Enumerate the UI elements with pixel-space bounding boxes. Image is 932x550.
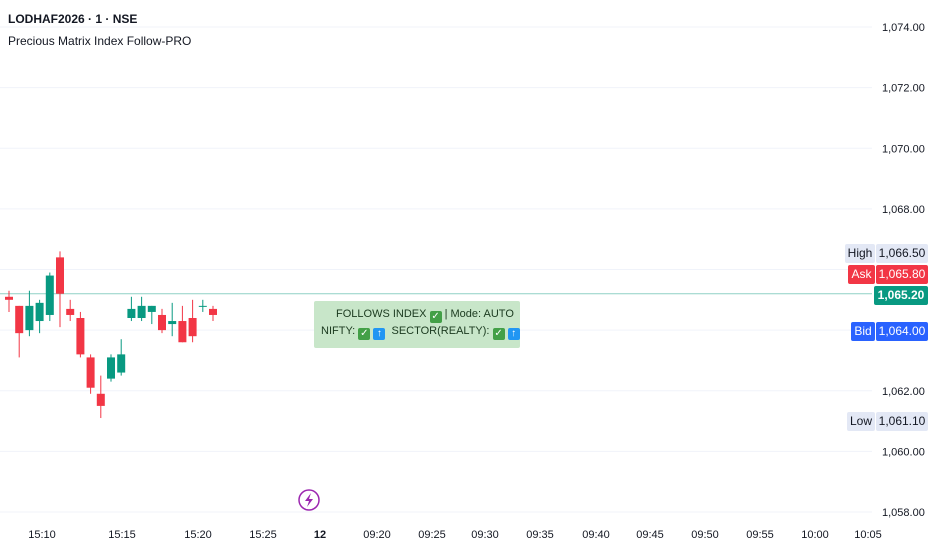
candle[interactable] [35,299,44,334]
candle-body [56,257,64,294]
check-icon: ✓ [429,311,442,323]
grid [0,26,872,513]
price-tick-label: 1,070.00 [882,143,925,155]
candle-body [178,321,187,343]
candle[interactable] [107,354,115,382]
candle[interactable] [5,290,13,312]
candle[interactable] [45,272,54,322]
candle-body [35,302,44,322]
candle-body [107,357,115,379]
low-tag-label: Low [847,412,875,431]
candle[interactable] [86,354,95,394]
time-tick-label: 09:25 [418,529,446,541]
time-tick-label: 09:20 [363,529,391,541]
ask-tag-label: Ask [848,265,875,284]
candle[interactable] [188,299,197,343]
price-tick-label: 1,068.00 [882,204,925,216]
candle[interactable] [158,308,166,334]
lightning-icon[interactable] [298,489,320,511]
candle[interactable] [96,375,105,419]
candle[interactable] [178,305,187,343]
high-tag-value: 1,066.50 [876,244,928,263]
time-tick-label: 15:15 [108,529,136,541]
check-icon: ✓ [358,328,371,340]
time-tick-label: 09:35 [526,529,554,541]
candle[interactable] [198,299,207,312]
candle-body [45,275,54,315]
candle[interactable] [66,299,75,322]
candle-body [168,321,177,325]
time-tick-label: 15:20 [184,529,212,541]
price-tick-label: 1,072.00 [882,83,925,95]
high-tag-label: High [845,244,875,263]
price-tick-label: 1,074.00 [882,22,925,34]
bid-tag-value: 1,064.00 [876,322,928,341]
time-tick-label: 09:55 [746,529,774,541]
ask-tag-value: 1,065.80 [876,265,928,284]
candle-body [25,305,34,331]
nifty-label: NIFTY: [321,325,356,337]
candle-body [147,305,156,312]
index-follow-panel: FOLLOWS INDEX ✓ | Mode: AUTO NIFTY: ✓ ↑ … [314,301,520,348]
candle-body [158,314,166,331]
candle-body [66,308,75,315]
candle[interactable] [56,251,64,328]
candle[interactable] [25,290,34,337]
candles[interactable] [5,251,217,419]
price-axis[interactable]: 1,058.00 1,060.00 1,062.00 1,068.00 1,070.00… [882,22,925,519]
follows-index-label: FOLLOWS INDEX [336,308,427,320]
candle-body [117,354,126,373]
candle[interactable] [168,302,177,337]
indicator-title[interactable]: Precious Matrix Index Follow-PRO [8,34,192,48]
time-tick-label: 10:05 [854,529,882,541]
time-tick-label: 10:00 [801,529,829,541]
candle[interactable] [117,339,126,376]
candle-body [86,357,95,388]
candle[interactable] [15,305,24,358]
time-tick-label: 09:45 [636,529,664,541]
bid-tag-label: Bid [851,322,875,341]
candle[interactable] [127,296,136,322]
time-axis[interactable]: 15:10 15:15 15:20 15:25 12 09:20 09:25 09:30 09:… [28,529,882,541]
time-tick-label: 09:40 [582,529,610,541]
low-tag-value: 1,061.10 [876,412,928,431]
time-tick-label: 09:50 [691,529,719,541]
candle-body [76,318,85,355]
candle-body [198,305,207,307]
symbol-title[interactable]: LODHAF2026 · 1 · NSE [8,12,138,26]
time-tick-label: 15:25 [249,529,277,541]
arrow-up-icon: ↑ [507,328,520,340]
mode-label: | Mode: AUTO [444,308,514,320]
price-tick-label: 1,058.00 [882,507,925,519]
candle[interactable] [147,305,156,325]
index-status-line: NIFTY: ✓ ↑ SECTOR(REALTY): ✓ ↑ [321,325,520,340]
price-tick-label: 1,060.00 [882,446,925,458]
price-tick-label: 1,062.00 [882,386,925,398]
time-tick-label: 09:30 [471,529,499,541]
check-icon: ✓ [492,328,505,340]
arrow-up-icon: ↑ [373,328,386,340]
candle[interactable] [137,296,146,322]
time-tick-label: 12 [314,529,326,541]
candle-body [96,393,105,406]
candle-body [15,305,24,334]
sector-label: SECTOR(REALTY): [391,325,490,337]
candle-body [127,308,136,318]
time-tick-label: 15:10 [28,529,56,541]
candle-body [188,318,197,337]
follows-index-line: FOLLOWS INDEX ✓ | Mode: AUTO [336,308,514,323]
candle-body [137,305,146,318]
candle-body [5,296,13,300]
candle[interactable] [209,305,217,322]
candle[interactable] [76,311,85,358]
candle-body [209,308,217,315]
last-price-tag: 1,065.20 [874,286,928,305]
